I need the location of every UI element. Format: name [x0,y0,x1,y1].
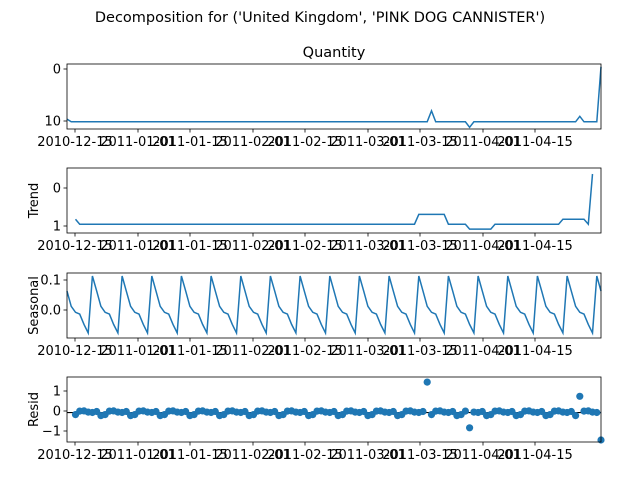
x-tick-label: 2011-01-15 [152,344,228,359]
x-tick-label: 2011-04-01 [445,448,521,463]
y-tick-label: 0.0 [40,304,61,319]
series-line [66,275,602,336]
panel-1: 0102010-12-152011-01-012011-01-152011-02… [37,45,602,150]
panel-title: Quantity [303,45,366,61]
axes-frame [66,167,602,234]
x-tick-label: 2011-03-15 [382,239,458,254]
x-tick-label: 2011-02-01 [215,135,291,150]
x-tick-label: 2011-04-01 [445,239,521,254]
panels: 0102010-12-152011-01-012011-01-152011-02… [27,45,605,463]
x-tick-label: 2011-01-01 [100,344,176,359]
panel-4: 10−12010-12-152011-01-012011-01-152011-0… [27,376,605,463]
y-tick-label: 1 [53,385,61,400]
axes-frame [66,376,602,443]
axes-frame [66,272,602,339]
figure-suptitle: Decomposition for ('United Kingdom', 'PI… [95,10,545,26]
x-tick-label: 2011-01-15 [152,135,228,150]
resid-point [419,407,427,416]
x-tick-label: 2011-03-15 [382,135,458,150]
x-tick-label: 2011-01-15 [152,239,228,254]
y-tick-label: 0 [53,182,61,197]
x-tick-label: 2011-04-15 [497,344,573,359]
x-tick-label: 2011-02-15 [267,135,343,150]
y-tick-label: −1 [42,425,61,440]
x-tick-label: 2011-02-01 [215,239,291,254]
resid-point [593,408,601,417]
x-tick-label: 2011-04-01 [445,135,521,150]
x-tick-label: 2011-02-01 [215,448,291,463]
y-tick-label: 10 [44,115,61,130]
x-tick-label: 2010-12-15 [37,239,113,254]
x-tick-label: 2011-02-15 [267,448,343,463]
x-tick-label: 2011-04-15 [497,135,573,150]
x-tick-label: 2011-02-15 [267,239,343,254]
panel-2: 012010-12-152011-01-012011-01-152011-02-… [27,167,602,254]
y-tick-label: 0 [53,405,61,420]
resid-point [423,378,431,386]
x-tick-label: 2011-01-01 [100,448,176,463]
x-tick-label: 2011-03-01 [330,239,406,254]
y-axis-label: Trend [27,183,42,220]
x-tick-label: 2011-03-15 [382,448,458,463]
x-tick-label: 2010-12-15 [37,344,113,359]
x-tick-label: 2011-04-01 [445,344,521,359]
panel-3: 0.10.02010-12-152011-01-012011-01-152011… [27,272,602,359]
resid-point [466,424,474,432]
x-tick-label: 2010-12-15 [37,135,113,150]
x-tick-label: 2011-04-15 [497,448,573,463]
x-tick-label: 2011-02-01 [215,344,291,359]
resid-point [572,412,580,420]
x-tick-label: 2011-01-01 [100,239,176,254]
x-tick-label: 2011-01-15 [152,448,228,463]
series-line [66,66,602,129]
series-line [74,173,594,230]
y-tick-label: 0.1 [40,274,61,289]
y-tick-label: 0 [53,63,61,78]
resid-point [576,392,584,400]
x-tick-label: 2011-03-15 [382,344,458,359]
y-axis-label: Resid [27,392,42,427]
y-tick-label: 1 [53,220,61,235]
x-tick-label: 2011-03-01 [330,448,406,463]
axes-frame [66,63,602,130]
x-tick-label: 2011-04-15 [497,239,573,254]
x-tick-label: 2011-03-01 [330,135,406,150]
y-axis-label: Seasonal [27,276,42,335]
x-tick-label: 2011-02-15 [267,344,343,359]
resid-point [461,407,469,415]
x-tick-label: 2011-03-01 [330,344,406,359]
x-tick-label: 2010-12-15 [37,448,113,463]
x-tick-label: 2011-01-01 [100,135,176,150]
